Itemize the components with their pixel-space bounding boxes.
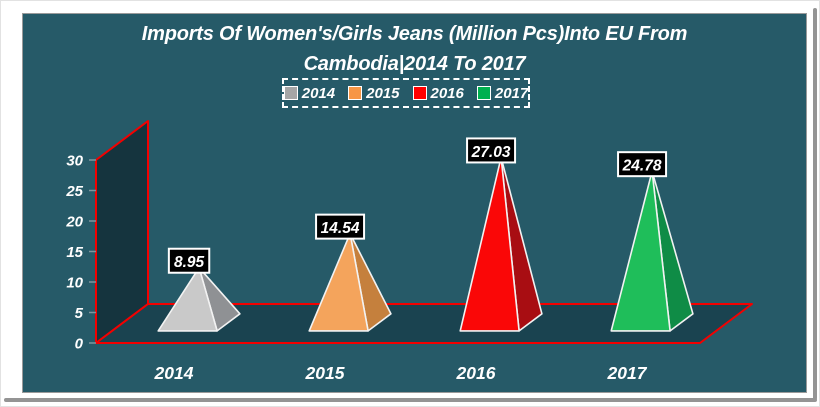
chart-floor xyxy=(95,303,753,344)
legend-label-2017: 2017 xyxy=(494,84,529,102)
legend: 2014 2015 2016 2017 xyxy=(282,78,530,108)
frame-shadow-right xyxy=(813,8,817,400)
pyramid-2017-front-face xyxy=(610,170,671,332)
legend-label-2014: 2014 xyxy=(301,84,336,102)
chart-title-line1: Imports Of Women's/Girls Jeans (Million … xyxy=(141,23,688,45)
y-tick-label-10: 10 xyxy=(66,275,83,292)
pyramid-2015-front-face xyxy=(308,232,369,332)
y-tick-label-20: 20 xyxy=(65,214,83,231)
x-axis-label-2014: 2014 xyxy=(154,363,194,383)
value-label-2016: 27.03 xyxy=(471,144,511,161)
legend-label-2016: 2016 xyxy=(430,84,464,102)
value-label-box-2017 xyxy=(617,151,668,178)
legend-swatch-2017 xyxy=(476,86,491,100)
chart-title-line2: Cambodia|2014 To 2017 xyxy=(303,53,526,75)
legend-swatch-2014 xyxy=(283,86,298,100)
y-tick-label-5: 5 xyxy=(75,305,84,322)
x-axis-label-2017: 2017 xyxy=(607,363,648,383)
pyramid-chart: 0 5 10 15 20 25 30 2014 2015 2016 2017 8.95 14.54 27.… xyxy=(65,120,753,383)
legend-item-2014: 2014 xyxy=(283,84,336,102)
value-label-box-2015 xyxy=(315,213,366,240)
y-tick-label-30: 30 xyxy=(66,153,83,170)
legend-item-2017: 2017 xyxy=(476,84,529,102)
value-label-2015: 14.54 xyxy=(321,220,360,237)
value-label-box-2016 xyxy=(466,137,517,164)
frame-shadow-bottom xyxy=(4,398,817,402)
legend-item-2016: 2016 xyxy=(412,84,464,102)
legend-label-2015: 2015 xyxy=(366,84,400,102)
pyramid-2016-front-face xyxy=(459,156,520,332)
chart-title: Imports Of Women's/Girls Jeans (Million … xyxy=(23,19,806,79)
pyramid-2014-front-face xyxy=(157,266,218,332)
y-tick-label-0: 0 xyxy=(75,336,84,353)
x-axis-label-2016: 2016 xyxy=(456,363,496,383)
value-label-2017: 24.78 xyxy=(622,158,662,175)
x-axis-label-2015: 2015 xyxy=(305,363,345,383)
y-tick-label-15: 15 xyxy=(66,244,83,261)
value-label-box-2014 xyxy=(167,247,211,274)
value-label-2014: 8.95 xyxy=(174,254,205,271)
chart-panel: 0 5 10 15 20 25 30 2014 2015 2016 2017 8.95 14.54 27.… xyxy=(22,13,807,393)
legend-swatch-2016 xyxy=(412,86,427,100)
y-tick-label-25: 25 xyxy=(65,183,83,200)
legend-item-2015: 2015 xyxy=(348,84,400,102)
legend-swatch-2015 xyxy=(348,86,363,100)
